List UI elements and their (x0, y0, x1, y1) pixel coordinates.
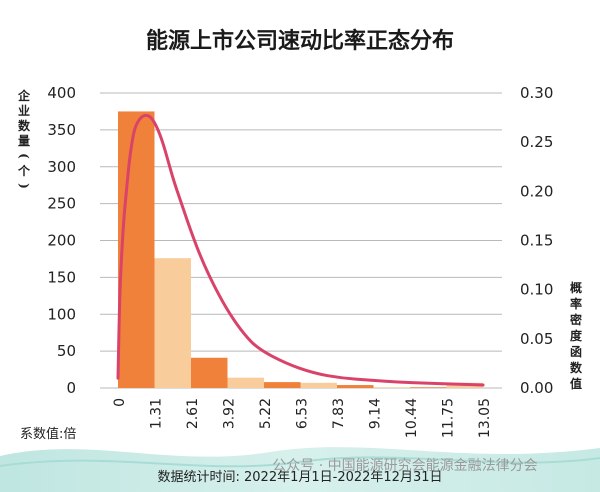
axis-label-char: 度 (570, 328, 583, 343)
y-left-tick-label: 300 (47, 158, 76, 176)
histogram-bar (154, 258, 191, 388)
x-tick-label: 10.44 (404, 398, 420, 438)
x-tick-label: 7.83 (331, 398, 347, 429)
y-right-tick-label: 0.10 (520, 281, 553, 299)
axis-label-char: 率 (570, 296, 582, 311)
histogram-bar (264, 382, 301, 388)
y-right-tick-label: 0.30 (520, 84, 553, 102)
density-curve (116, 113, 485, 387)
histogram-bar (300, 382, 337, 388)
axis-label-char: 数 (18, 118, 31, 133)
histogram-bar (373, 387, 410, 388)
x-tick-label: 6.53 (295, 398, 311, 429)
chart-title: 能源上市公司速动比率正态分布 (146, 28, 454, 54)
y-left-tick-label: 250 (47, 195, 76, 213)
y-left-tick-label: 400 (47, 84, 76, 102)
axis-label-char: 业 (18, 103, 30, 118)
y-right-tick-label: 0.25 (520, 133, 553, 151)
y-right-tick-label: 0.15 (520, 232, 553, 250)
y-left-tick-label: 350 (47, 121, 76, 139)
axis-label-char: 密 (570, 312, 582, 327)
axis-label-char: ( (17, 153, 31, 159)
histogram-bar (118, 111, 155, 388)
x-tick-label: 2.61 (185, 398, 201, 429)
y-right-tick-label: 0.00 (520, 379, 553, 397)
axis-label-char: 函 (570, 345, 582, 359)
y-right-tick-label: 0.20 (520, 182, 553, 200)
footer-wave-line (0, 456, 600, 468)
y-left-tick-label: 200 (47, 232, 76, 250)
x-tick-label: 9.14 (368, 398, 384, 429)
x-unit-note: 系数值:倍 (20, 426, 76, 442)
histogram-bar (410, 387, 447, 388)
x-tick-label: 0 (112, 398, 128, 407)
x-tick-label: 11.75 (441, 398, 457, 438)
axis-label-char: 概 (570, 280, 582, 295)
y-right-tick-label: 0.05 (520, 330, 553, 348)
y-left-tick-label: 150 (47, 268, 76, 286)
axis-label-char: ) (17, 183, 31, 189)
x-tick-label: 1.31 (149, 398, 165, 429)
histogram-bar (191, 357, 228, 388)
histogram-bar (337, 385, 374, 388)
axis-label-char: 企 (17, 88, 31, 103)
axis-label-char: 值 (570, 376, 582, 391)
y-left-tick-label: 100 (47, 305, 76, 323)
x-tick-label: 5.22 (258, 398, 274, 429)
y-left-tick-label: 50 (57, 342, 76, 360)
histogram-bar (227, 377, 264, 388)
axis-label-char: 量 (18, 134, 30, 148)
axis-label-char: 数 (570, 360, 583, 375)
x-tick-label: 13.05 (477, 398, 493, 438)
axis-label-char: 个 (17, 163, 31, 178)
watermark: 公众号 · 中国能源研究会能源金融法律分会 (272, 458, 537, 474)
y-left-tick-label: 0 (66, 379, 76, 397)
x-tick-label: 3.92 (222, 398, 238, 429)
footnote: 数据统计时间: 2022年1月1日-2022年12月31日 (158, 470, 443, 485)
footer-wave-decoration (0, 447, 600, 492)
